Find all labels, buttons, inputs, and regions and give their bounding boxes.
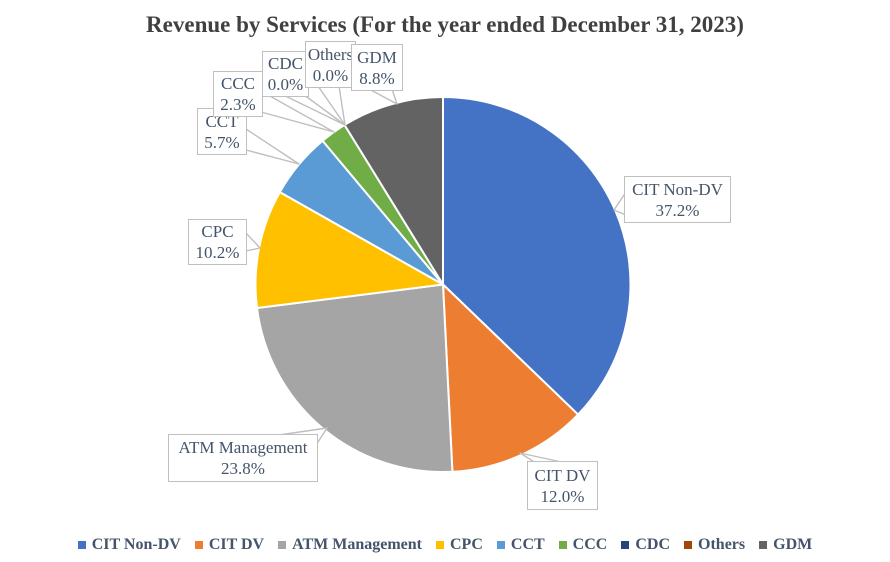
callout-category: CDC [268,54,303,73]
legend-item-others[interactable]: Others [684,536,745,554]
callout-value: 12.0% [540,486,585,506]
callout-others[interactable]: Others 0.0% [305,41,356,88]
legend-swatch-ccc [558,541,567,549]
legend-item-cit-dv[interactable]: CIT DV [194,536,265,554]
legend-swatch-cpc [436,541,444,549]
legend-label: CIT DV [208,536,265,553]
callout-category: ATM Management [178,438,308,457]
callout-value: 8.8% [359,68,395,88]
callout-gdm[interactable]: GDM 8.8% [351,44,403,91]
callout-ccc[interactable]: CCC 2.3% [213,71,263,117]
legend-item-cpc[interactable]: CPC [436,536,483,554]
callout-pointer-cct [245,128,300,165]
callout-category: CIT DV [534,465,591,485]
callout-category: CPC [201,222,234,241]
legend-item-cdc[interactable]: CDC [621,536,670,554]
legend-item-atm-management[interactable]: ATM Management [278,536,422,554]
legend-label: GDM [773,536,813,553]
callout-cit-dv[interactable]: CIT DV 12.0% [527,461,598,510]
legend-label: CDC [635,536,671,553]
callout-category: Others [307,44,354,64]
legend-swatch-cdc [621,541,630,549]
callout-value: 0.0% [267,75,304,94]
chart-title: Revenue by Services (For the year ended … [146,12,744,37]
legend-swatch-cct [496,541,505,549]
callout-pointer-gdm [368,88,398,105]
legend-label: CPC [450,536,483,553]
legend-label: CCC [572,536,608,553]
legend-item-cct[interactable]: CCT [496,536,545,554]
legend-label: Others [698,536,746,553]
callout-cpc[interactable]: CPC 10.2% [188,219,247,265]
pie-slice-gdm[interactable] [343,96,444,286]
pie-slice-cit-dv[interactable] [442,283,580,473]
legend-swatch-gdm [759,541,768,549]
callout-value: 23.8% [221,459,265,478]
legend-label: ATM Management [292,536,422,553]
callout-value: 2.3% [220,95,256,114]
callout-atm-management[interactable]: ATM Management 23.8% [168,434,318,482]
callout-category: CIT Non-DV [632,179,723,199]
legend: CIT Non-DV CIT DV ATM Management CPC CCT… [0,536,890,554]
legend-item-cit-non-dv[interactable]: CIT Non-DV [77,536,181,554]
legend-swatch-atm-management [278,541,287,549]
callout-cit-non-dv[interactable]: CIT Non-DV 37.2% [624,176,731,223]
pie-slices [254,96,632,473]
callout-category: CCC [220,74,256,93]
legend-swatch-cit-dv [194,541,203,549]
legend-label: CCT [510,536,545,553]
callout-value: 10.2% [195,243,240,262]
callout-category: GDM [357,47,397,67]
legend-item-gdm[interactable]: GDM [759,536,812,554]
legend-label: CIT Non-DV [91,536,181,553]
callout-pointer-cpc [245,232,261,252]
callout-cdc[interactable]: CDC 0.0% [262,51,309,97]
legend-swatch-others [684,541,693,549]
callout-value: 5.7% [204,132,240,152]
callout-value: 0.0% [312,65,349,85]
callout-value: 37.2% [655,200,700,220]
legend-swatch-cit-non-dv [77,541,86,549]
legend-item-ccc[interactable]: CCC [558,536,608,554]
